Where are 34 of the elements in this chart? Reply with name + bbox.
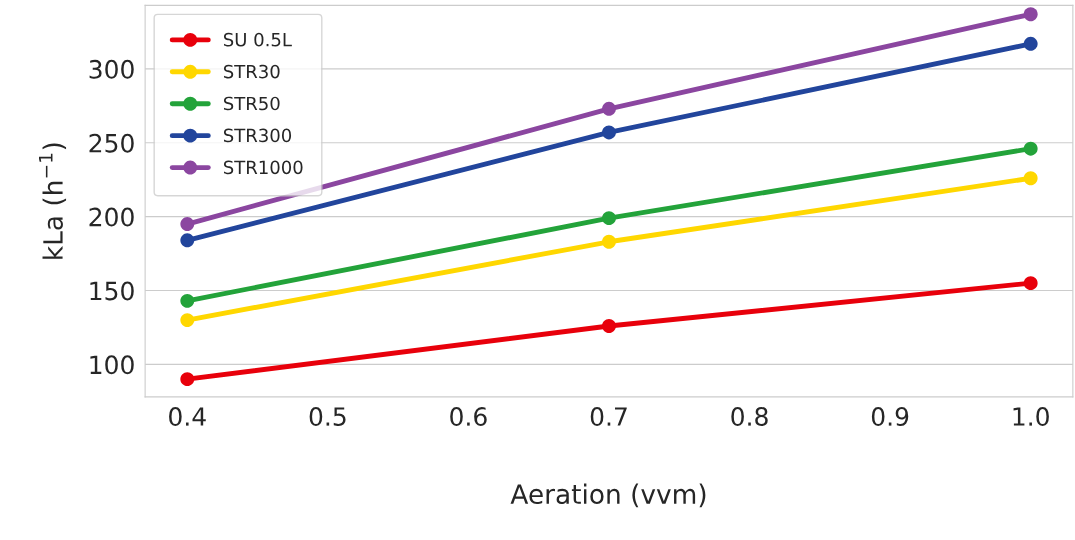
legend-label: STR50 [223,96,280,111]
point [1023,141,1038,156]
point [180,293,195,308]
legend-label: SU 0.5L [223,32,292,47]
y-tick-label: 150 [90,281,134,301]
x-tick-label: 0.8 [731,407,768,426]
point [180,217,195,231]
x-tick-label: 0.6 [450,407,487,426]
point [1023,7,1038,22]
x-tick-label: 1.0 [1013,407,1049,426]
point [602,125,616,140]
y-tick-label: 100 [90,355,134,375]
legend-label: STR30 [223,64,280,79]
x-tick-label: 0.7 [590,407,627,426]
y-axis-title: kLa (h$^{−1}$) [39,143,67,259]
x-axis-title: Aeration (vvm) [510,483,706,508]
y-tick-label: 250 [89,133,134,153]
point [180,233,195,248]
point [1023,276,1038,291]
x-tick-label: 0.4 [169,407,206,426]
point [602,234,616,249]
y-tick-label: 300 [89,59,134,79]
point [1023,171,1038,186]
legend-label: STR1000 [223,160,303,175]
point [180,313,195,328]
y-tick-label: 200 [89,207,134,227]
legend-label: STR300 [223,128,292,143]
point [602,101,616,116]
x-tick-label: 0.5 [309,407,346,426]
point [1023,36,1038,51]
point [180,372,195,387]
point [602,319,616,333]
point [602,211,616,226]
x-tick-label: 0.9 [871,407,909,426]
